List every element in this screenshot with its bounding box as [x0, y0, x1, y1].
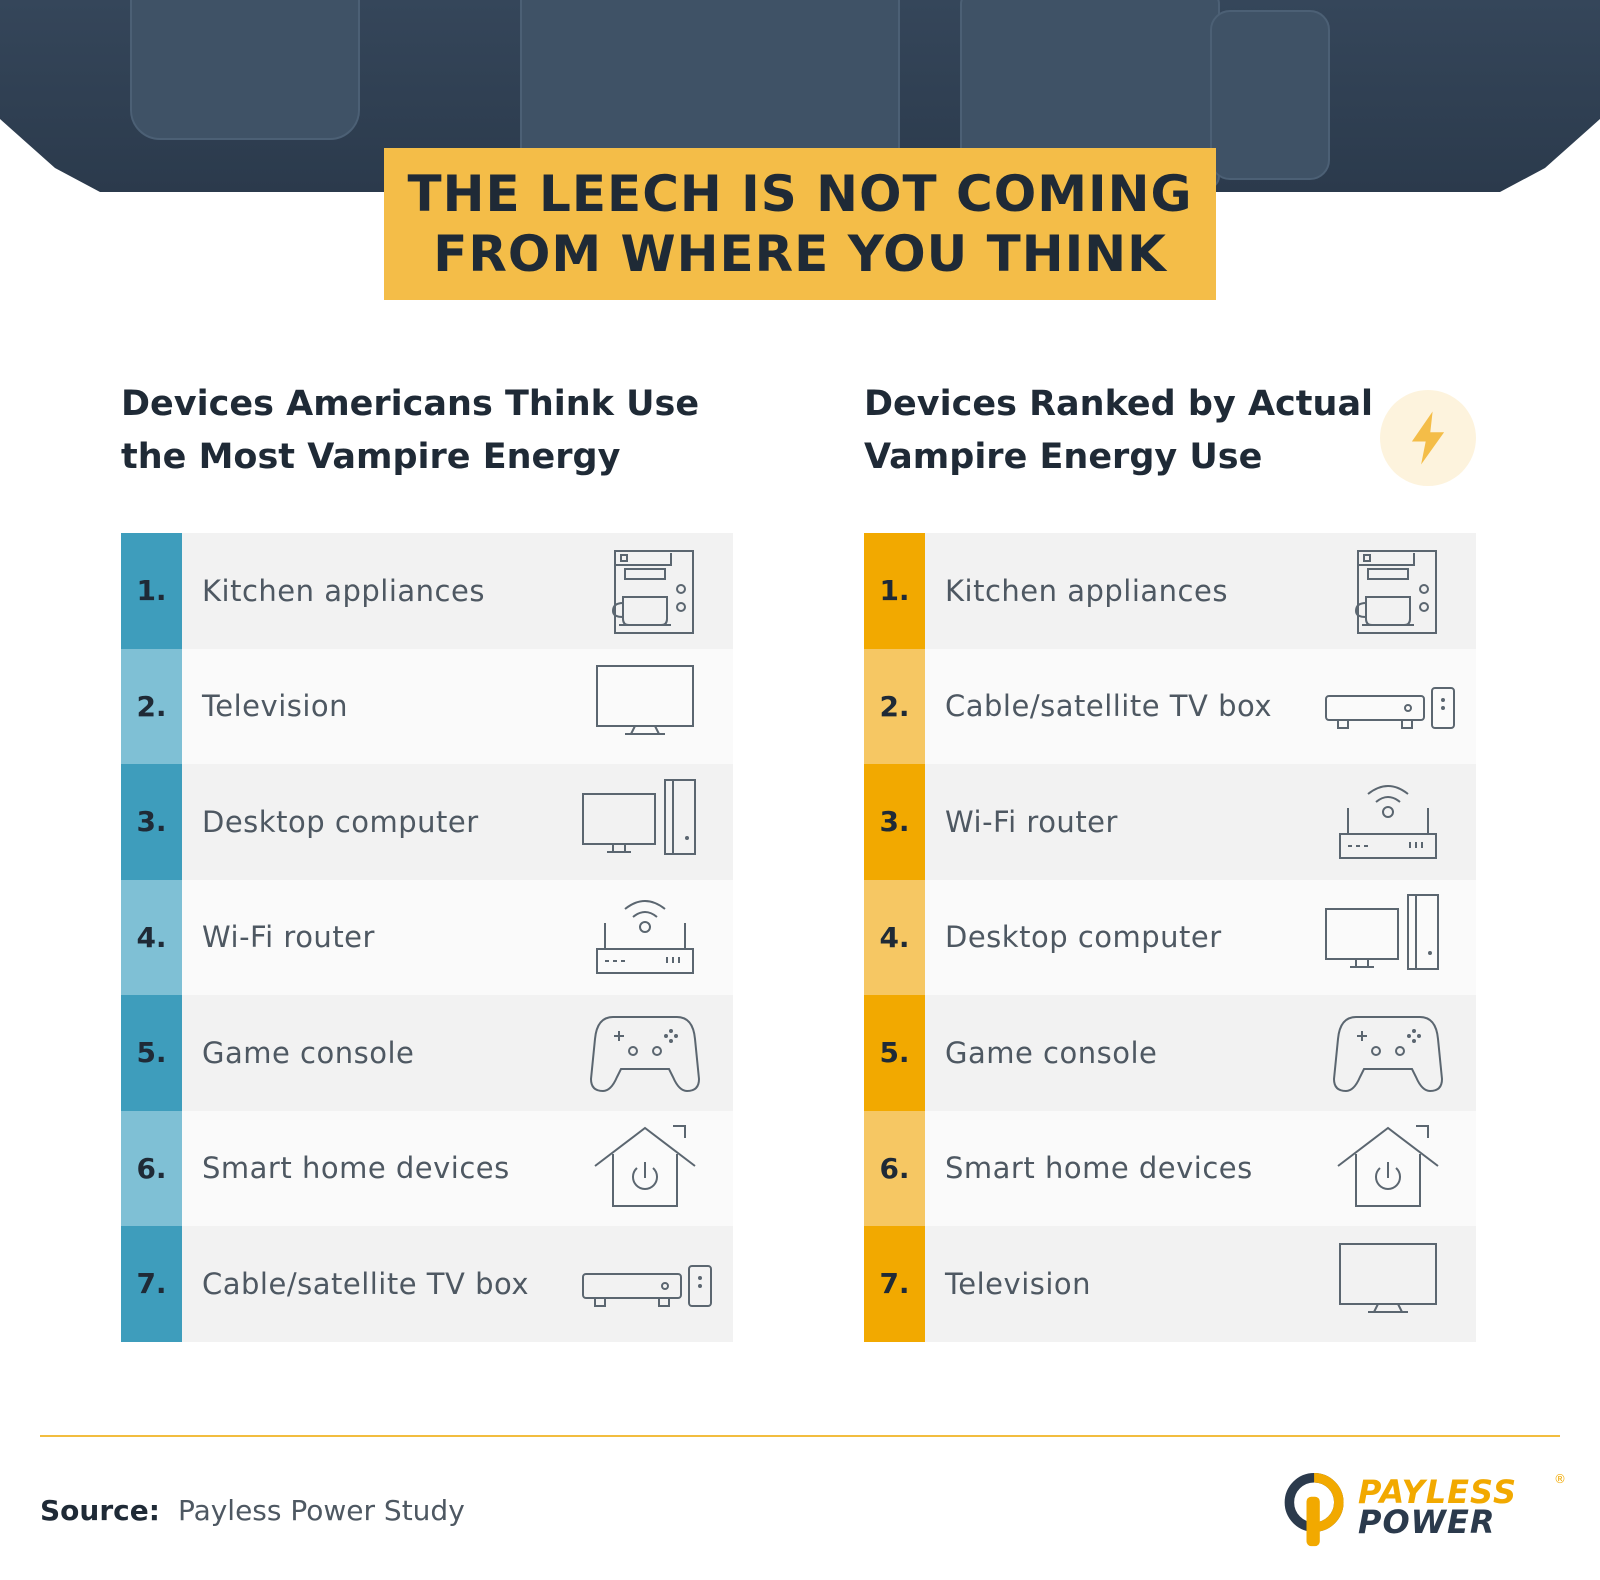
desktop-computer-icon: [575, 776, 715, 868]
list-item: 4. Desktop computer: [864, 879, 1476, 995]
tv-icon: [1318, 1238, 1458, 1330]
device-label: Game console: [945, 1035, 1158, 1070]
coffee-maker-icon: [1318, 545, 1458, 637]
heading-line-1: Devices Ranked by Actual: [864, 384, 1374, 424]
device-label: Smart home devices: [945, 1151, 1253, 1186]
tv-icon: [575, 660, 715, 752]
tv-box-icon: [575, 1238, 715, 1330]
logo-mark-icon: [1284, 1472, 1344, 1547]
rank-number: 1.: [864, 533, 925, 649]
list-item: 6. Smart home devices: [864, 1110, 1476, 1226]
rank-number: 4.: [121, 879, 182, 995]
rank-number: 5.: [864, 995, 925, 1111]
source-citation: Source: Payless Power Study: [40, 1494, 465, 1527]
rank-number: 3.: [864, 764, 925, 880]
title-banner: THE LEECH IS NOT COMING FROM WHERE YOU T…: [384, 148, 1216, 300]
footer-divider: [40, 1435, 1560, 1437]
wifi-router-icon: [575, 891, 715, 983]
source-label: Source:: [40, 1494, 160, 1527]
device-label: Television: [945, 1266, 1092, 1301]
title-line-2: FROM WHERE YOU THINK: [433, 225, 1167, 283]
rank-number: 7.: [864, 1226, 925, 1342]
wifi-router-icon: [1318, 776, 1458, 868]
game-controller-icon: [575, 1007, 715, 1099]
heading-line-2: the Most Vampire Energy: [121, 437, 621, 477]
list-item: 3. Wi-Fi router: [864, 764, 1476, 880]
payless-power-logo: PAYLESS POWER ®: [1278, 1470, 1568, 1550]
perceived-ranking-column: Devices Americans Think Use the Most Vam…: [121, 378, 733, 1342]
device-label: Wi-Fi router: [202, 920, 375, 955]
list-item: 3. Desktop computer: [121, 764, 733, 880]
list-item: 5. Game console: [121, 995, 733, 1111]
device-label: Wi-Fi router: [945, 804, 1118, 839]
logo-line-2: POWER: [1358, 1503, 1496, 1541]
list-item: 1. Kitchen appliances: [864, 533, 1476, 649]
device-label: Television: [202, 689, 349, 724]
device-label: Cable/satellite TV box: [202, 1266, 529, 1301]
rank-number: 5.: [121, 995, 182, 1111]
title-line-1: THE LEECH IS NOT COMING: [407, 165, 1193, 223]
device-label: Desktop computer: [202, 804, 479, 839]
rank-number: 6.: [864, 1110, 925, 1226]
list-item: 5. Game console: [864, 995, 1476, 1111]
game-controller-icon: [1318, 1007, 1458, 1099]
device-label: Kitchen appliances: [202, 573, 485, 608]
logo-line-1: PAYLESS: [1358, 1473, 1517, 1511]
device-label: Smart home devices: [202, 1151, 510, 1186]
actual-ranking-column: Devices Ranked by Actual Vampire Energy …: [864, 378, 1476, 1342]
device-label: Cable/satellite TV box: [945, 689, 1272, 724]
rank-number: 3.: [121, 764, 182, 880]
list-item: 2. Television: [121, 648, 733, 764]
list-item: 4. Wi-Fi router: [121, 879, 733, 995]
coffee-maker-icon: [575, 545, 715, 637]
rank-number: 2.: [121, 648, 182, 764]
rank-number: 6.: [121, 1110, 182, 1226]
source-text: Payless Power Study: [177, 1494, 465, 1527]
rank-number: 7.: [121, 1226, 182, 1342]
device-label: Kitchen appliances: [945, 573, 1228, 608]
smart-home-icon: [575, 1122, 715, 1214]
list-item: 7. Television: [864, 1226, 1476, 1342]
list-item: 1. Kitchen appliances: [121, 533, 733, 649]
column-heading: Devices Americans Think Use the Most Vam…: [121, 378, 733, 528]
lightning-bolt-icon: [1380, 390, 1476, 486]
list-item: 2. Cable/satellite TV box: [864, 648, 1476, 764]
tv-box-icon: [1318, 660, 1458, 752]
heading-line-1: Devices Americans Think Use: [121, 384, 700, 424]
smart-home-icon: [1318, 1122, 1458, 1214]
column-heading: Devices Ranked by Actual Vampire Energy …: [864, 378, 1476, 528]
rank-number: 2.: [864, 648, 925, 764]
device-label: Game console: [202, 1035, 415, 1070]
ranking-list: 1. Kitchen appliances 2. Cable/satellite…: [864, 533, 1476, 1342]
list-item: 7. Cable/satellite TV box: [121, 1226, 733, 1342]
ranking-list: 1. Kitchen appliances 2. Television 3. D…: [121, 533, 733, 1342]
registered-mark: ®: [1554, 1472, 1566, 1486]
rank-number: 1.: [121, 533, 182, 649]
device-label: Desktop computer: [945, 920, 1222, 955]
desktop-computer-icon: [1318, 891, 1458, 983]
heading-line-2: Vampire Energy Use: [864, 437, 1263, 477]
list-item: 6. Smart home devices: [121, 1110, 733, 1226]
rank-number: 4.: [864, 879, 925, 995]
